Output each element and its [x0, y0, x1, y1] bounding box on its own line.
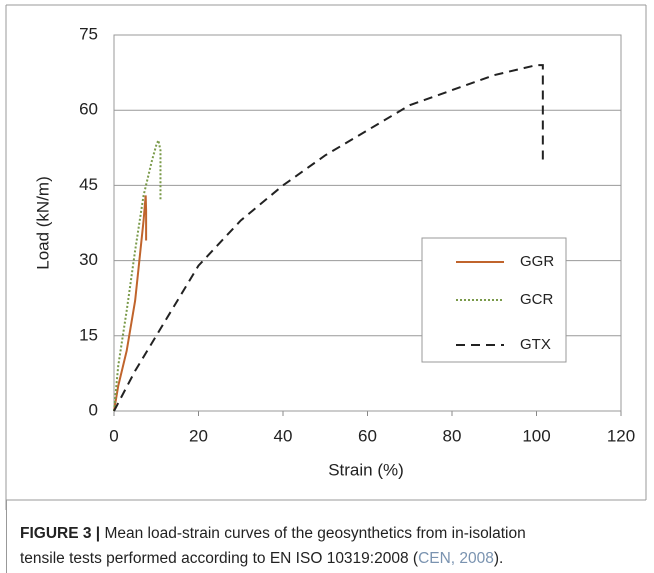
x-tick-label: 100	[522, 426, 550, 445]
series-line	[113, 195, 148, 412]
caption-link[interactable]: CEN, 2008	[418, 550, 494, 567]
y-tick-label: 75	[79, 24, 98, 43]
caption-label: FIGURE 3 |	[20, 525, 101, 542]
caption-frame	[6, 500, 7, 573]
legend-label: GTX	[520, 336, 551, 353]
y-tick-label: 15	[79, 325, 98, 344]
caption: FIGURE 3 | Mean load-strain curves of th…	[20, 521, 640, 571]
series-line	[113, 64, 544, 412]
caption-text: tensile tests performed according to EN …	[20, 550, 419, 567]
x-tick-label: 120	[607, 426, 635, 445]
y-axis-title: Load (kN/m)	[33, 176, 52, 270]
y-tick-label: 30	[79, 250, 98, 269]
legend-label: GGR	[520, 253, 554, 270]
x-tick-label: 60	[358, 426, 377, 445]
series-line	[113, 136, 162, 412]
chart: Load (kN/m) Strain (%) 0 15 30 45 60 75 0 20 40 6…	[5, 4, 647, 510]
y-tick-label: 0	[89, 400, 98, 419]
x-tick-label: 20	[189, 426, 208, 445]
y-tick-label: 60	[79, 100, 98, 119]
x-tick-label: 40	[274, 426, 293, 445]
caption-text: Mean load-strain curves of the geosynthe…	[104, 525, 526, 542]
y-tick-label: 45	[79, 175, 98, 194]
legend-box	[421, 237, 567, 363]
x-tick-label: 0	[109, 426, 118, 445]
caption-text: ).	[493, 550, 504, 567]
x-tick-label: 80	[443, 426, 462, 445]
plot-border	[113, 34, 622, 412]
x-axis-title: Strain (%)	[328, 460, 404, 479]
legend-label: GCR	[520, 291, 554, 308]
